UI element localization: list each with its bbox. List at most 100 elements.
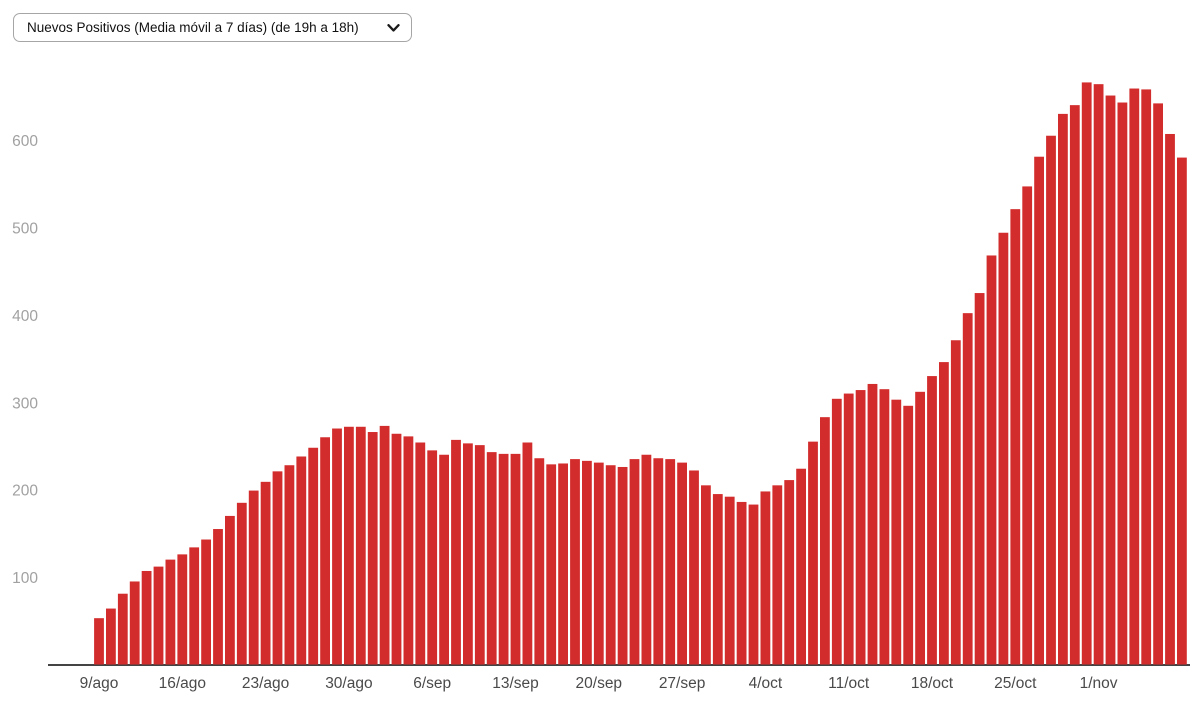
bar[interactable]: 15/oct: 303 bbox=[891, 399, 902, 665]
bar[interactable]: 25/sep: 236 bbox=[653, 458, 664, 665]
bar[interactable]: 18/oct: 330 bbox=[927, 376, 937, 665]
metric-dropdown[interactable]: Nuevos Positivos (Media móvil a 7 días) … bbox=[13, 13, 412, 42]
bar[interactable]: 8/nov: 580 bbox=[1177, 157, 1187, 665]
bar[interactable]: 19/sep: 233 bbox=[582, 460, 592, 665]
bar[interactable]: 4/sep: 261 bbox=[403, 436, 414, 665]
bar[interactable]: 2/sep: 273 bbox=[379, 425, 390, 665]
bar[interactable]: 13/ago: 107 bbox=[141, 570, 152, 665]
bar[interactable]: 4/nov: 659 bbox=[1129, 88, 1140, 665]
y-axis-tick-label: 100 bbox=[12, 570, 38, 587]
bar[interactable]: 26/oct: 547 bbox=[1022, 186, 1033, 665]
bar[interactable]: 25/oct: 521 bbox=[1010, 209, 1021, 665]
bar[interactable]: 18/ago: 143 bbox=[201, 539, 211, 665]
bar[interactable]: 19/oct: 346 bbox=[939, 362, 949, 665]
bar[interactable]: 29/ago: 270 bbox=[332, 428, 342, 665]
bar[interactable]: 11/ago: 81 bbox=[117, 593, 128, 665]
bar[interactable]: 22/oct: 425 bbox=[974, 293, 985, 665]
bar[interactable]: 23/sep: 235 bbox=[629, 459, 640, 665]
bar[interactable]: 27/ago: 248 bbox=[308, 447, 319, 665]
bar[interactable]: 6/sep: 245 bbox=[427, 450, 438, 665]
bar[interactable]: 3/nov: 643 bbox=[1117, 102, 1128, 665]
y-axis-tick-label: 500 bbox=[12, 221, 38, 238]
bar[interactable]: 14/sep: 254 bbox=[522, 442, 533, 665]
bar[interactable]: 16/sep: 229 bbox=[546, 464, 557, 665]
bar[interactable]: 9/oct: 283 bbox=[820, 417, 830, 665]
bar[interactable]: 19/ago: 155 bbox=[213, 529, 223, 665]
bar[interactable]: 20/oct: 371 bbox=[950, 340, 961, 665]
bar[interactable]: 15/sep: 236 bbox=[534, 458, 545, 665]
bar[interactable]: 31/oct: 666 bbox=[1081, 82, 1092, 665]
bar[interactable]: 10/oct: 304 bbox=[831, 398, 842, 665]
bar[interactable]: 3/sep: 264 bbox=[391, 433, 402, 665]
bar[interactable]: 12/oct: 314 bbox=[855, 390, 866, 665]
bar[interactable]: 18/sep: 235 bbox=[570, 459, 580, 665]
bar[interactable]: 1/nov: 664 bbox=[1093, 84, 1104, 665]
bar[interactable]: 6/oct: 211 bbox=[784, 480, 795, 665]
bar[interactable]: 6/nov: 642 bbox=[1153, 103, 1163, 665]
bar[interactable]: 17/ago: 134 bbox=[189, 547, 200, 665]
bar[interactable]: 7/nov: 607 bbox=[1165, 133, 1175, 665]
bar[interactable]: 11/oct: 310 bbox=[843, 393, 854, 665]
bar[interactable]: 31/ago: 272 bbox=[355, 426, 366, 665]
bar[interactable]: 15/ago: 120 bbox=[165, 559, 176, 665]
bar[interactable]: 24/sep: 240 bbox=[641, 454, 652, 665]
bar[interactable]: 30/sep: 195 bbox=[712, 494, 723, 665]
bar[interactable]: 5/sep: 254 bbox=[415, 442, 426, 665]
bar[interactable]: 23/ago: 209 bbox=[260, 481, 271, 665]
bar[interactable]: 26/ago: 238 bbox=[296, 456, 307, 665]
bar[interactable]: 30/oct: 640 bbox=[1069, 105, 1080, 665]
bar[interactable]: 16/oct: 296 bbox=[903, 405, 914, 665]
bar[interactable]: 20/sep: 231 bbox=[593, 462, 604, 665]
bar[interactable]: 7/oct: 224 bbox=[796, 468, 806, 665]
bar[interactable]: 21/oct: 402 bbox=[962, 313, 973, 665]
bar[interactable]: 7/sep: 240 bbox=[439, 454, 449, 665]
bar[interactable]: 8/oct: 255 bbox=[808, 441, 818, 665]
bar[interactable]: 28/ago: 260 bbox=[320, 437, 330, 665]
bar[interactable]: 4/oct: 198 bbox=[760, 491, 771, 665]
bar[interactable]: 9/sep: 253 bbox=[463, 443, 473, 665]
bar[interactable]: 22/ago: 199 bbox=[248, 490, 259, 665]
bar[interactable]: 1/sep: 266 bbox=[367, 432, 378, 665]
bar[interactable]: 13/oct: 321 bbox=[867, 383, 878, 665]
bar[interactable]: 17/oct: 312 bbox=[915, 391, 925, 665]
chevron-down-icon bbox=[387, 23, 400, 32]
bar[interactable]: 14/oct: 315 bbox=[879, 389, 890, 665]
bar[interactable]: 21/ago: 185 bbox=[236, 502, 247, 665]
bar[interactable]: 2/oct: 186 bbox=[736, 501, 747, 665]
bar[interactable]: 11/sep: 243 bbox=[486, 452, 497, 665]
bar[interactable]: 25/ago: 228 bbox=[284, 465, 295, 665]
bar[interactable]: 26/sep: 235 bbox=[665, 459, 676, 665]
bar[interactable]: 14/ago: 112 bbox=[153, 566, 164, 665]
bar[interactable]: 3/oct: 183 bbox=[748, 504, 759, 665]
bar[interactable]: 5/oct: 205 bbox=[772, 485, 783, 665]
bar[interactable]: 13/sep: 241 bbox=[510, 453, 521, 665]
bar[interactable]: 27/sep: 231 bbox=[677, 462, 687, 665]
bar[interactable]: 16/ago: 126 bbox=[177, 554, 188, 665]
bar[interactable]: 12/sep: 241 bbox=[498, 453, 509, 665]
bar[interactable]: 1/oct: 192 bbox=[724, 496, 735, 665]
bar[interactable]: 8/sep: 257 bbox=[451, 439, 461, 665]
bar[interactable]: 2/nov: 651 bbox=[1105, 95, 1116, 665]
bar[interactable]: 10/ago: 64 bbox=[106, 608, 116, 665]
y-axis-tick-label: 200 bbox=[12, 483, 38, 500]
bar[interactable]: 17/sep: 230 bbox=[558, 463, 568, 665]
bar[interactable]: 23/oct: 468 bbox=[986, 255, 997, 665]
bar[interactable]: 9/ago: 53 bbox=[94, 618, 104, 665]
x-axis-tick-label: 16/ago bbox=[159, 675, 206, 692]
bar[interactable]: 20/ago: 170 bbox=[225, 515, 235, 665]
bar[interactable]: 27/oct: 581 bbox=[1034, 156, 1044, 665]
bar[interactable]: 10/sep: 251 bbox=[474, 445, 485, 665]
bar[interactable]: 28/sep: 222 bbox=[689, 470, 699, 665]
bar[interactable]: 24/oct: 494 bbox=[998, 232, 1009, 665]
bar[interactable]: 12/ago: 95 bbox=[129, 581, 140, 665]
bar[interactable]: 29/sep: 205 bbox=[701, 485, 711, 665]
bar[interactable]: 22/sep: 226 bbox=[617, 466, 628, 665]
bar[interactable]: 21/sep: 228 bbox=[605, 465, 616, 665]
bar[interactable]: 29/oct: 630 bbox=[1058, 113, 1068, 665]
bar[interactable]: 30/ago: 272 bbox=[344, 426, 354, 665]
bar[interactable]: 28/oct: 605 bbox=[1046, 135, 1056, 665]
bar[interactable]: 24/ago: 221 bbox=[272, 471, 283, 665]
bar[interactable]: 5/nov: 658 bbox=[1141, 89, 1152, 665]
